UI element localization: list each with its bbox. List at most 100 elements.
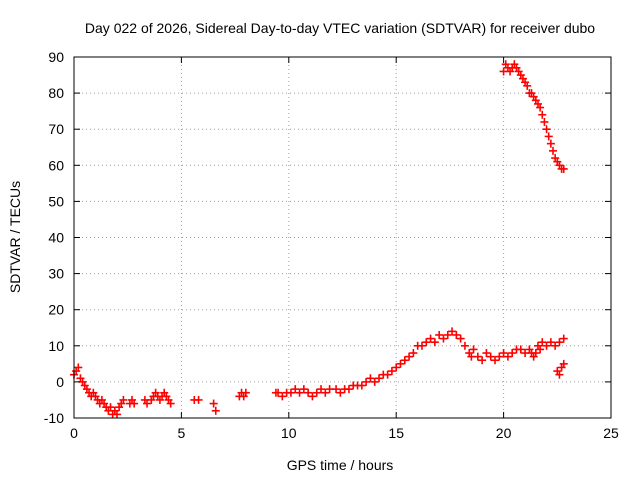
x-axis-title: GPS time / hours [287,457,394,473]
data-point [130,399,139,408]
data-point [278,392,287,401]
y-tick-label: 60 [48,157,64,173]
y-tick-label: 50 [48,193,64,209]
data-point [417,341,426,350]
data-point [538,110,547,119]
data-point [555,338,564,347]
gridlines [74,57,611,418]
data-point [392,363,401,372]
x-tick-label: 10 [281,425,297,441]
data-point [448,327,457,336]
data-point [143,399,152,408]
data-point [435,330,444,339]
data-point [332,385,341,394]
data-point [538,338,547,347]
y-tick-label: 40 [48,230,64,246]
data-point [544,132,553,141]
data-point [499,349,508,358]
x-tick-label: 25 [603,425,619,441]
data-point [119,395,128,404]
data-point [555,370,564,379]
data-point [460,341,469,350]
data-point [430,338,439,347]
y-tick-label: 0 [56,374,64,390]
y-tick-label: 90 [48,49,64,65]
data-point [503,352,512,361]
data-point [542,341,551,350]
x-tick-label: 20 [496,425,512,441]
data-point [291,385,300,394]
data-point [211,406,220,415]
axis-ticks: 0 5 10 15 20 25 -10 0 10 20 30 40 50 60 70 80 90 [44,49,619,441]
x-tick-label: 0 [70,425,78,441]
data-point [405,352,414,361]
data-point [387,367,396,376]
data-point [443,330,452,339]
data-point [317,385,326,394]
y-axis-title: SDTVAR / TECUs [7,181,23,293]
data-point [439,334,448,343]
data-point [409,349,418,358]
data-point [473,352,482,361]
x-tick-label: 15 [388,425,404,441]
data-point [304,388,313,397]
data-point [344,385,353,394]
data-point [536,103,545,112]
data-point [370,377,379,386]
data-point [452,330,461,339]
data-point [523,81,532,90]
data-point [321,388,330,397]
data-point [542,125,551,134]
data-point [482,349,491,358]
data-point [516,345,525,354]
data-point [546,338,555,347]
data-point [274,388,283,397]
data-point [357,381,366,390]
data-point [422,338,431,347]
data-point [299,385,308,394]
data-point [166,399,175,408]
data-point [308,392,317,401]
data-point [194,395,203,404]
data-point [546,139,555,148]
y-tick-label: 70 [48,121,64,137]
data-point [559,164,568,173]
data-point [486,352,495,361]
data-point [508,349,517,358]
data-point [375,374,384,383]
data-point [106,403,115,412]
data-point [295,388,304,397]
data-point [312,388,321,397]
data-point [491,356,500,365]
y-tick-label: -10 [44,410,64,426]
chart-title: Day 022 of 2026, Sidereal Day-to-day VTE… [85,20,595,36]
data-point [559,334,568,343]
data-point [336,388,345,397]
data-point [478,356,487,365]
data-point [241,388,250,397]
data-point [366,374,375,383]
data-point [74,363,83,372]
y-tick-label: 10 [48,338,64,354]
data-point [551,341,560,350]
data-point [286,388,295,397]
x-tick-label: 5 [178,425,186,441]
data-point [383,370,392,379]
data-point [559,359,568,368]
data-point [400,356,409,365]
data-point [456,334,465,343]
y-tick-label: 20 [48,302,64,318]
data-point [536,345,545,354]
data-point [469,345,478,354]
data-point [531,349,540,358]
data-point [540,117,549,126]
y-tick-label: 30 [48,266,64,282]
data-point [396,359,405,368]
data-point [209,399,218,408]
y-tick-label: 80 [48,85,64,101]
data-points [70,60,568,419]
data-point [426,334,435,343]
data-point [495,352,504,361]
data-point [112,410,121,419]
